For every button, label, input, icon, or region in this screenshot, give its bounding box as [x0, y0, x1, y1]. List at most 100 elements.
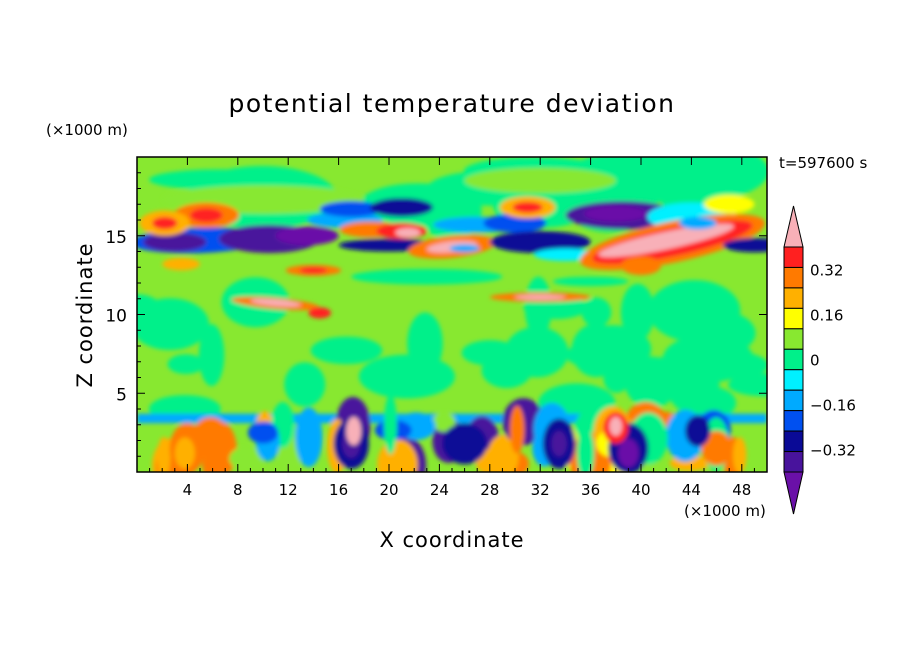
field-cell — [603, 364, 630, 393]
field-cell — [584, 205, 648, 222]
field-cell — [162, 257, 201, 271]
y-tick-label: 15 — [105, 228, 127, 248]
colorbar-label: 0.32 — [810, 262, 843, 280]
field-cell — [732, 437, 747, 472]
colorbar-label: 0.16 — [810, 307, 843, 325]
field-cell — [464, 168, 616, 194]
field-cell — [275, 226, 339, 246]
field-cell — [728, 373, 767, 397]
field-cell — [552, 276, 629, 287]
field-cell — [152, 216, 178, 230]
y-tick-label: 10 — [105, 307, 127, 327]
x-tick-label: 32 — [531, 481, 550, 499]
x-tick-label: 20 — [379, 481, 398, 499]
field-cell — [509, 405, 525, 454]
field-cell — [432, 412, 456, 432]
x-tick-label: 4 — [183, 481, 193, 499]
colorbar-segment — [783, 307, 804, 330]
field-cell — [598, 223, 735, 258]
y-axis: 5 10 15 — [105, 172, 767, 457]
colorbar-label: −0.16 — [810, 397, 856, 415]
field-cell — [620, 256, 662, 276]
x-tick-label: 48 — [732, 481, 751, 499]
field-cell — [483, 213, 547, 233]
x-tick-label: 28 — [480, 481, 499, 499]
field-cell — [366, 359, 419, 397]
x-tick-label: 8 — [233, 481, 243, 499]
colorbar-segment — [783, 430, 804, 453]
colorbar-label: −0.32 — [810, 442, 856, 460]
field-cell — [407, 312, 443, 375]
field-cell — [383, 394, 397, 455]
x-tick-label: 44 — [682, 481, 701, 499]
field-cell — [202, 450, 226, 472]
field-cell — [648, 280, 741, 342]
colorbar-top-arrow — [783, 205, 804, 248]
field-cell — [685, 415, 711, 447]
y-tick-label: 5 — [116, 385, 127, 405]
field-cell — [481, 352, 532, 389]
field-cell — [449, 244, 480, 253]
time-label: t=597600 s — [779, 154, 867, 172]
field-cell — [157, 436, 171, 472]
y-axis-label: Z coordinate — [73, 242, 97, 387]
x-tick-label: 16 — [329, 481, 348, 499]
field-cell — [722, 238, 767, 253]
colorbar-segment — [783, 451, 804, 473]
field-cell — [247, 421, 279, 444]
x-axis: 4 8 12 16 20 24 28 32 36 40 44 48 — [149, 157, 755, 499]
field-cell — [299, 267, 328, 274]
field-cell — [524, 276, 552, 338]
field-cell — [512, 201, 543, 213]
colorbar-segment — [783, 410, 804, 432]
x-axis-label: X coordinate — [379, 528, 524, 552]
field-cell — [551, 431, 567, 457]
colorbar-bottom-arrow — [783, 471, 804, 515]
colorbar-segment — [783, 246, 804, 268]
field-cell — [346, 416, 362, 446]
field-cell — [395, 227, 421, 238]
field-cell — [370, 197, 434, 217]
field-cell — [701, 431, 732, 466]
field-cell — [489, 231, 591, 254]
field-cell — [284, 362, 326, 407]
field-cell — [565, 341, 643, 369]
field-cell — [198, 324, 225, 386]
field-cell — [167, 354, 205, 374]
field-cell — [310, 336, 383, 365]
field-cell — [308, 307, 332, 319]
colorbar-label: 0 — [810, 352, 820, 370]
x-tick-label: 24 — [430, 481, 449, 499]
field-cell — [704, 194, 755, 214]
field-cell — [319, 201, 383, 217]
x-tick-label: 40 — [631, 481, 650, 499]
field-cell — [174, 437, 195, 469]
x-tick-label: 36 — [581, 481, 600, 499]
field-cell — [295, 407, 323, 468]
field-cell — [189, 208, 223, 223]
field-cell — [678, 216, 717, 230]
field-cell — [137, 298, 210, 351]
colorbar-segment — [783, 348, 804, 371]
colorbar-segment — [783, 328, 804, 350]
x-unit-label: (×1000 m) — [684, 502, 766, 520]
field-cell — [581, 297, 612, 327]
contour-field — [137, 157, 767, 472]
y-unit-label: (×1000 m) — [46, 121, 128, 139]
field-cell — [515, 294, 566, 300]
field-cell — [609, 416, 623, 436]
field-cell — [665, 352, 720, 414]
field-cell — [576, 426, 595, 472]
colorbar-segment — [783, 266, 804, 289]
plot-field — [137, 157, 767, 472]
colorbar: 0.32 0.16 0 −0.16 −0.32 — [783, 205, 856, 515]
x-tick-label: 12 — [279, 481, 298, 499]
field-cell — [143, 232, 207, 252]
chart-title: potential temperature deviation — [229, 89, 676, 118]
colorbar-segment — [783, 369, 804, 391]
colorbar-segment — [783, 287, 804, 309]
field-cell — [620, 283, 655, 341]
colorbar-segment — [783, 389, 804, 412]
field-cell — [250, 298, 301, 307]
